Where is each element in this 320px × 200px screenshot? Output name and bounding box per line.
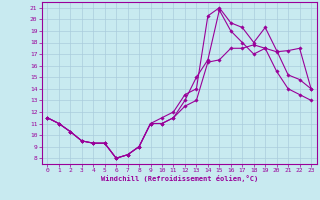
X-axis label: Windchill (Refroidissement éolien,°C): Windchill (Refroidissement éolien,°C) — [100, 175, 258, 182]
